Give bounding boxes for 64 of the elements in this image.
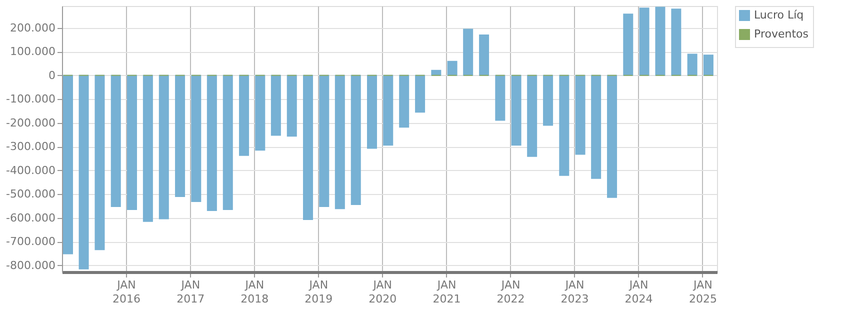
bar xyxy=(415,74,426,113)
bar xyxy=(222,74,233,210)
x-tick-label: JAN 2025 xyxy=(688,278,717,306)
bar xyxy=(142,74,153,222)
bar xyxy=(319,74,330,207)
bar xyxy=(303,74,314,220)
y-tick-label: -100.000 xyxy=(6,92,56,106)
bar xyxy=(463,28,474,76)
bar xyxy=(94,74,105,250)
bar xyxy=(511,74,522,146)
y-tick-label: 200.000 xyxy=(10,21,56,34)
bar xyxy=(110,74,121,207)
bar xyxy=(399,74,410,128)
x-tick-label: JAN 2017 xyxy=(176,278,205,306)
bar xyxy=(286,74,297,137)
x-tick-label: JAN 2020 xyxy=(368,278,397,306)
bar xyxy=(270,74,281,136)
bar xyxy=(559,74,570,176)
bar xyxy=(479,34,490,76)
bar xyxy=(239,74,250,156)
x-tick-label: JAN 2021 xyxy=(432,278,461,306)
bar xyxy=(623,14,634,76)
y-tick-label: -400.000 xyxy=(6,164,56,177)
bar xyxy=(191,74,202,202)
bar xyxy=(175,74,186,197)
y-tick-label: -600.000 xyxy=(6,211,56,224)
y-tick-label: -200.000 xyxy=(6,116,56,130)
bar xyxy=(687,54,698,76)
bar xyxy=(383,74,394,146)
bar xyxy=(543,74,554,126)
bar xyxy=(126,74,137,210)
bar xyxy=(703,54,714,76)
y-tick-label: -300.000 xyxy=(6,140,56,154)
bar xyxy=(367,74,378,149)
x-tick-label: JAN 2022 xyxy=(496,278,525,306)
bar xyxy=(655,6,666,76)
bar xyxy=(639,8,650,76)
y-tick-label: -700.000 xyxy=(6,235,56,248)
y-tick-label: 0 xyxy=(48,68,56,82)
bar xyxy=(255,74,266,151)
x-tick-label: JAN 2019 xyxy=(304,278,333,306)
bar xyxy=(527,74,538,157)
legend-label: Lucro Líq xyxy=(754,8,804,22)
bar xyxy=(206,74,217,211)
bar xyxy=(575,74,586,155)
x-tick-label: JAN 2016 xyxy=(112,278,140,306)
bar xyxy=(334,74,345,210)
bar xyxy=(431,70,442,76)
bar xyxy=(495,74,506,121)
bar xyxy=(591,74,602,179)
y-tick-label: -800.000 xyxy=(6,258,56,272)
legend-label: Proventos xyxy=(754,28,809,40)
y-tick-label: -500.000 xyxy=(6,188,56,201)
bar xyxy=(78,74,89,270)
bar xyxy=(671,8,682,76)
x-tick-label: JAN 2018 xyxy=(240,278,269,306)
bar xyxy=(447,60,458,76)
bar xyxy=(158,74,169,220)
x-tick-label: JAN 2024 xyxy=(624,278,653,306)
bar xyxy=(63,74,73,254)
y-tick-label: 100.000 xyxy=(10,45,56,58)
bar xyxy=(350,74,361,206)
bar xyxy=(607,74,618,198)
x-tick-label: JAN 2023 xyxy=(560,278,589,306)
